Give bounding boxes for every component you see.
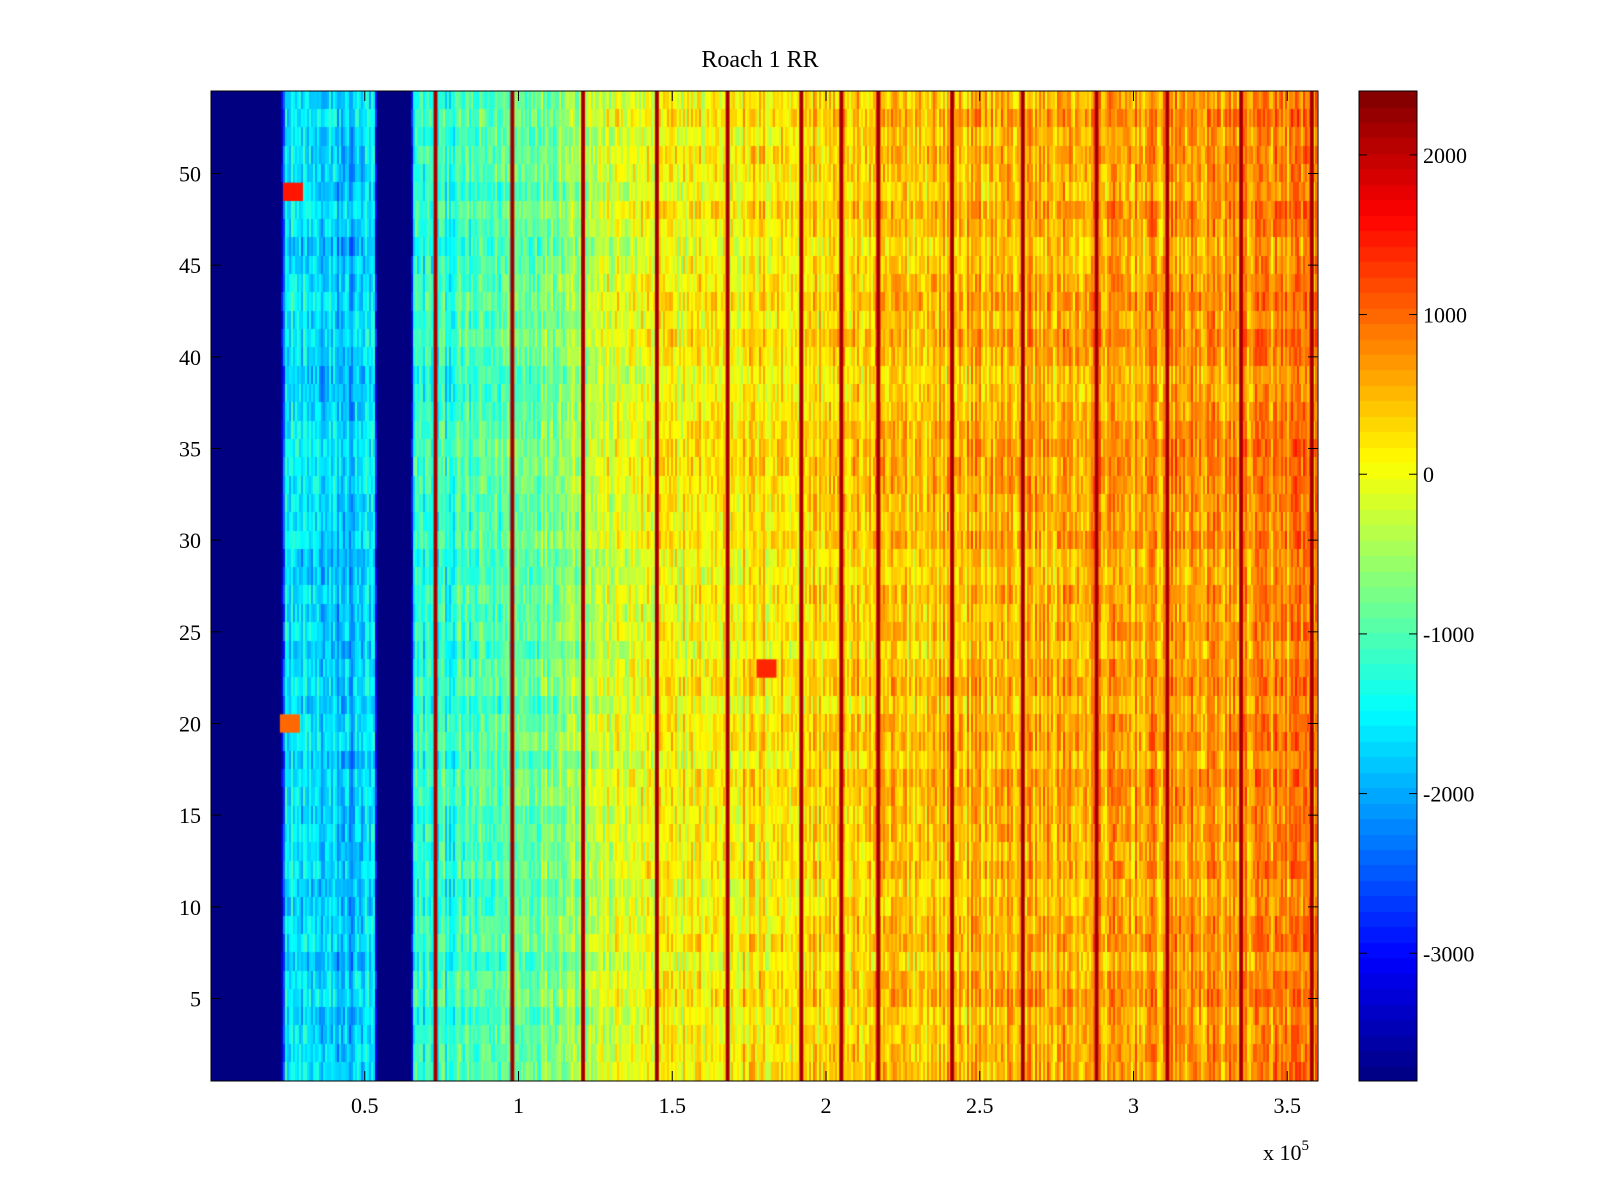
x-tick-label: 2: [821, 1093, 832, 1118]
y-tick-label: 40: [179, 345, 201, 370]
x-axis-multiplier: x 105: [1263, 1138, 1309, 1165]
colorbar-image: [1359, 91, 1417, 1081]
axes-box: [210, 90, 1319, 1082]
y-tick-label: 20: [179, 712, 201, 737]
colorbar-tick-label: -3000: [1423, 941, 1474, 966]
colorbar-tick-label: 1000: [1423, 303, 1467, 328]
y-tick-label: 10: [179, 895, 201, 920]
y-tick-label: 35: [179, 437, 201, 462]
y-tick-label: 50: [179, 162, 201, 187]
axes-frame: [210, 90, 1319, 1082]
x-axis: 0.5 1 1.5 2 2.5 3 3.5: [351, 91, 1301, 1118]
x-tick-label: 2.5: [966, 1093, 994, 1118]
colorbar-tick-label: -2000: [1423, 782, 1474, 807]
colorbar-tick-label: -1000: [1423, 622, 1474, 647]
x-tick-label: 1: [513, 1093, 524, 1118]
x-tick-label: 0.5: [351, 1093, 379, 1118]
colorbar-box: [1358, 90, 1418, 1082]
x-tick-label: 1.5: [659, 1093, 687, 1118]
y-tick-label: 25: [179, 620, 201, 645]
y-axis: 5 10 15 20 25 30 35 40 45 50: [179, 162, 1318, 1012]
x-tick-label: 3: [1128, 1093, 1139, 1118]
heatmap-image: [211, 91, 1318, 1081]
y-tick-label: 45: [179, 253, 201, 278]
colorbar-tick-label: 0: [1423, 462, 1434, 487]
y-tick-label: 15: [179, 803, 201, 828]
x-tick-label: 3.5: [1274, 1093, 1302, 1118]
y-tick-label: 5: [190, 987, 201, 1012]
colorbar-tick-label: 2000: [1423, 143, 1467, 168]
chart-title: Roach 1 RR: [701, 47, 818, 73]
y-tick-label: 30: [179, 528, 201, 553]
colorbar: 2000 1000 0 -1000 -2000 -3000: [1358, 90, 1474, 1082]
